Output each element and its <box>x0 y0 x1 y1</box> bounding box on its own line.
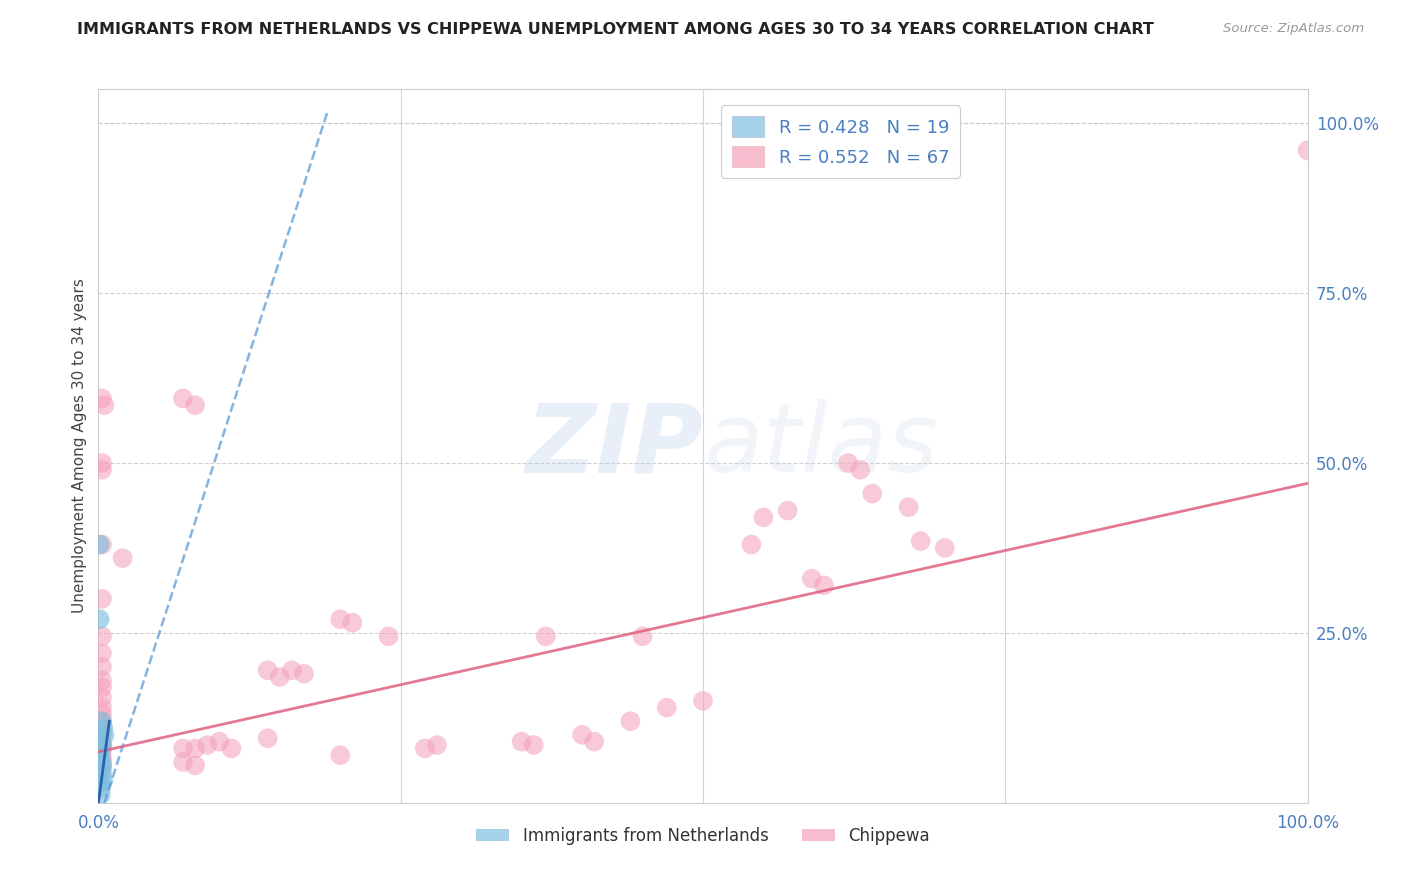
Point <box>91 728 114 742</box>
Point <box>837 456 859 470</box>
Point <box>329 748 352 763</box>
Point <box>342 615 364 630</box>
Point <box>269 670 291 684</box>
Point <box>91 721 114 735</box>
Point <box>91 456 114 470</box>
Point <box>740 537 762 551</box>
Point <box>934 541 956 555</box>
Point <box>91 758 114 772</box>
Point <box>91 767 114 781</box>
Point <box>631 629 654 643</box>
Point <box>89 775 111 789</box>
Point <box>91 734 114 748</box>
Point <box>184 398 207 412</box>
Point <box>426 738 449 752</box>
Point <box>93 728 115 742</box>
Point <box>91 673 114 688</box>
Point <box>377 629 399 643</box>
Point <box>281 663 304 677</box>
Point <box>256 731 278 746</box>
Point <box>91 738 114 752</box>
Point <box>91 751 114 765</box>
Point <box>523 738 546 752</box>
Point <box>91 714 114 729</box>
Text: ZIP: ZIP <box>524 400 703 492</box>
Point <box>91 690 114 705</box>
Point <box>800 572 823 586</box>
Point <box>89 754 111 768</box>
Point <box>510 734 533 748</box>
Text: IMMIGRANTS FROM NETHERLANDS VS CHIPPEWA UNEMPLOYMENT AMONG AGES 30 TO 34 YEARS C: IMMIGRANTS FROM NETHERLANDS VS CHIPPEWA … <box>77 22 1154 37</box>
Point <box>90 760 112 774</box>
Point <box>329 612 352 626</box>
Point <box>89 612 111 626</box>
Point <box>910 534 932 549</box>
Point <box>91 537 114 551</box>
Point <box>90 741 112 756</box>
Point <box>1296 144 1319 158</box>
Point <box>90 751 112 765</box>
Point <box>619 714 641 729</box>
Point <box>195 738 218 752</box>
Point <box>184 758 207 772</box>
Point <box>91 774 114 789</box>
Text: Source: ZipAtlas.com: Source: ZipAtlas.com <box>1223 22 1364 36</box>
Point <box>256 663 278 677</box>
Point <box>90 780 112 795</box>
Y-axis label: Unemployment Among Ages 30 to 34 years: Unemployment Among Ages 30 to 34 years <box>72 278 87 614</box>
Point <box>849 463 872 477</box>
Point <box>752 510 775 524</box>
Point <box>860 486 883 500</box>
Point <box>91 629 114 643</box>
Point <box>413 741 436 756</box>
Point <box>91 762 114 776</box>
Point <box>91 714 114 729</box>
Point <box>91 738 114 752</box>
Point <box>221 741 243 756</box>
Point <box>208 734 231 748</box>
Point <box>91 758 114 772</box>
Point <box>534 629 557 643</box>
Point <box>91 646 114 660</box>
Point <box>571 728 593 742</box>
Point <box>897 500 920 515</box>
Point <box>91 591 114 606</box>
Point <box>184 741 207 756</box>
Point <box>292 666 315 681</box>
Point <box>583 734 606 748</box>
Point <box>172 741 194 756</box>
Point <box>91 755 114 769</box>
Point <box>91 463 114 477</box>
Point <box>172 755 194 769</box>
Point <box>91 717 114 731</box>
Point <box>90 788 112 802</box>
Point <box>91 660 114 674</box>
Point <box>776 503 799 517</box>
Point <box>91 745 114 759</box>
Point <box>172 392 194 406</box>
Point <box>91 707 114 722</box>
Point <box>89 537 111 551</box>
Point <box>655 700 678 714</box>
Point <box>91 700 114 714</box>
Point <box>93 398 115 412</box>
Point <box>89 748 111 763</box>
Point <box>89 765 111 780</box>
Legend: Immigrants from Netherlands, Chippewa: Immigrants from Netherlands, Chippewa <box>470 821 936 852</box>
Point <box>91 392 114 406</box>
Text: atlas: atlas <box>703 400 938 492</box>
Point <box>813 578 835 592</box>
Point <box>692 694 714 708</box>
Point <box>111 551 134 566</box>
Point <box>91 741 114 756</box>
Point <box>91 680 114 694</box>
Point <box>90 734 112 748</box>
